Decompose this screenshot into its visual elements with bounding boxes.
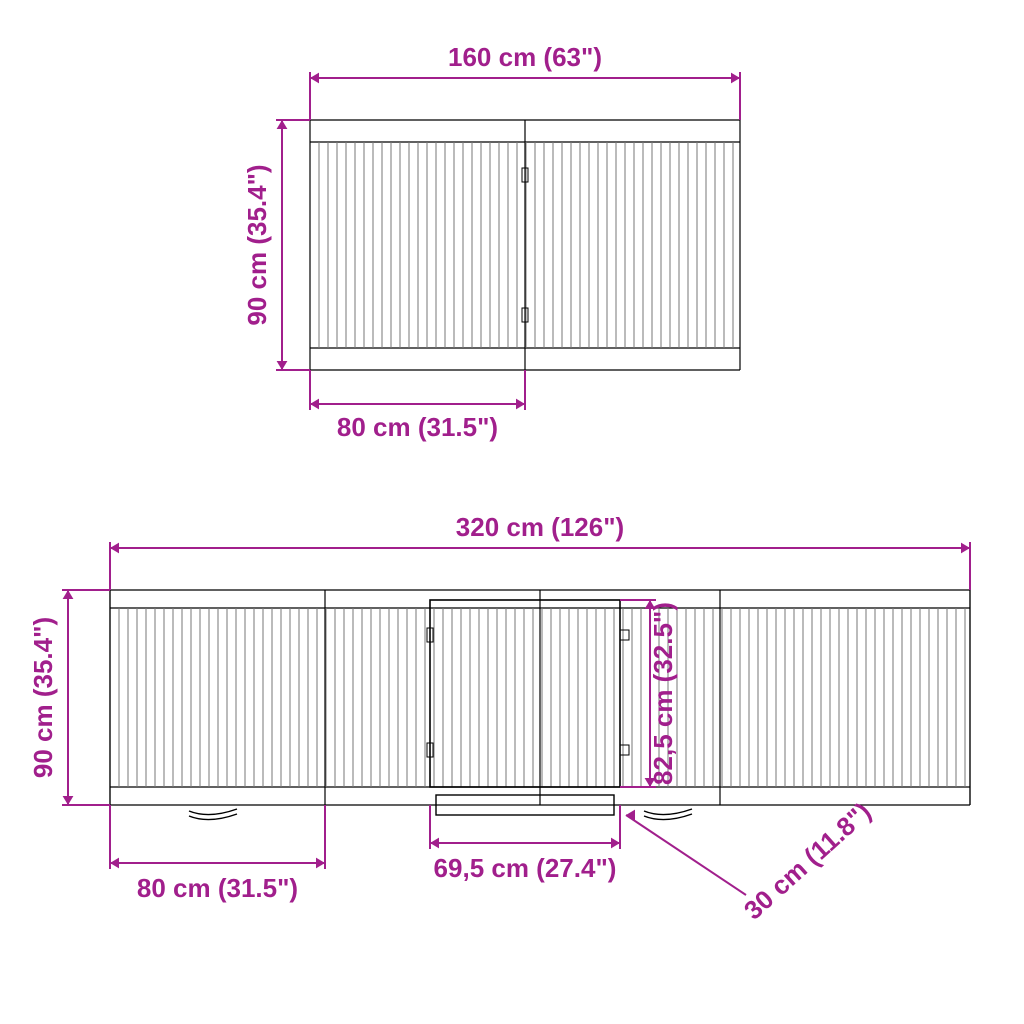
svg-text:160 cm (63"): 160 cm (63") (448, 42, 602, 72)
svg-text:90 cm (35.4"): 90 cm (35.4") (28, 617, 58, 778)
svg-text:80 cm (31.5"): 80 cm (31.5") (337, 412, 498, 442)
svg-text:82,5 cm (32.5"): 82,5 cm (32.5") (648, 602, 678, 785)
svg-text:80 cm (31.5"): 80 cm (31.5") (137, 873, 298, 903)
dim-step: 30 cm (11.8") (738, 796, 877, 925)
svg-text:69,5 cm (27.4"): 69,5 cm (27.4") (434, 853, 617, 883)
svg-text:90 cm (35.4"): 90 cm (35.4") (242, 164, 272, 325)
svg-text:320 cm (126"): 320 cm (126") (456, 512, 624, 542)
